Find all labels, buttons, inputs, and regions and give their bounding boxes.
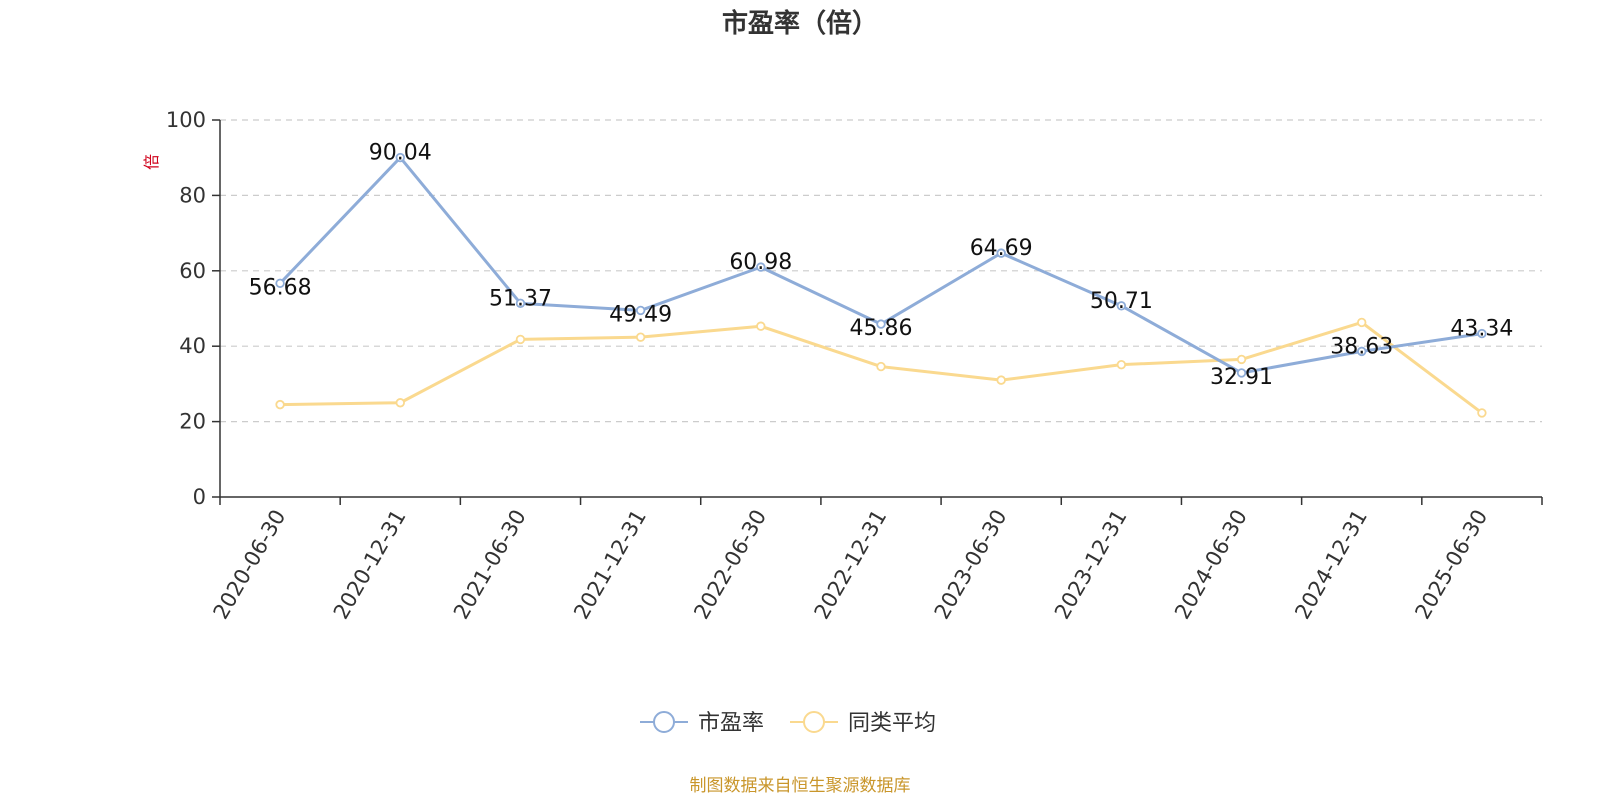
series-0-point[interactable]: [395, 152, 405, 163]
series-0-point[interactable]: [1116, 301, 1127, 311]
series-1-point[interactable]: [876, 361, 886, 372]
legend-circle-icon: [653, 711, 675, 733]
series-1-point[interactable]: [1236, 354, 1247, 365]
x-tick-label: 2023-12-31: [1050, 506, 1132, 624]
series-0-point[interactable]: [1357, 346, 1367, 357]
data-label: 49.49: [609, 302, 672, 327]
y-tick-label: 40: [179, 334, 206, 358]
series-0-point[interactable]: [635, 305, 646, 316]
legend: 市盈率 同类平均: [640, 711, 936, 736]
series-0-point[interactable]: [275, 278, 285, 289]
chart-title: 市盈率（倍）: [722, 8, 878, 39]
x-tick-label: 2023-06-30: [930, 506, 1012, 624]
series-1-point[interactable]: [1357, 317, 1367, 328]
y-axis-unit-label: 倍: [142, 154, 161, 170]
series-1-point[interactable]: [395, 398, 405, 408]
data-label: 50.71: [1090, 289, 1153, 314]
data-label: 45.86: [850, 316, 913, 341]
x-tick-label: 2020-06-30: [209, 506, 291, 624]
series-1-point[interactable]: [515, 334, 526, 345]
y-tick-label: 20: [179, 410, 206, 434]
series-1-point[interactable]: [756, 321, 766, 331]
x-tick-label: 2020-12-31: [329, 505, 411, 623]
legend-item-0[interactable]: 市盈率: [640, 711, 764, 736]
series-0-point[interactable]: [876, 319, 886, 329]
data-label: 32.91: [1210, 365, 1273, 390]
x-tick-label: 2021-06-30: [449, 506, 531, 624]
x-tick-label: 2024-12-31: [1290, 506, 1372, 624]
series-0-point[interactable]: [1236, 368, 1247, 378]
x-tick-label: 2022-06-30: [689, 506, 771, 624]
legend-item-1[interactable]: 同类平均: [790, 711, 936, 736]
data-labels: 56.68 90.04 51.37 49.49 60.98 45.86 64.69 50.71…: [249, 141, 1514, 390]
x-tick-label: 2024-06-30: [1170, 506, 1252, 624]
series-1-point[interactable]: [1477, 408, 1487, 418]
series-lines: [275, 152, 1487, 418]
x-tick-label: 2021-12-31: [569, 506, 651, 624]
series-0-point[interactable]: [1477, 328, 1487, 339]
y-tick-label: 60: [179, 259, 206, 283]
series-1-point[interactable]: [1116, 359, 1127, 370]
data-source-note: 制图数据来自恒生聚源数据库: [690, 776, 911, 796]
data-label: 60.98: [729, 250, 792, 275]
data-label: 56.68: [249, 275, 312, 300]
data-label: 43.34: [1450, 317, 1513, 342]
y-tick-label: 0: [193, 485, 206, 509]
y-tick-label: 100: [166, 108, 206, 132]
series-1-point[interactable]: [996, 375, 1006, 385]
data-label: 51.37: [489, 286, 552, 311]
legend-circle-icon: [803, 711, 825, 733]
series-1-point[interactable]: [635, 332, 646, 342]
grid-lines: [220, 119, 1542, 423]
legend-label: 市盈率: [698, 711, 764, 736]
y-tick-label: 80: [179, 183, 206, 207]
series-0-point[interactable]: [996, 248, 1006, 258]
series-1-point[interactable]: [275, 399, 285, 410]
x-tick-label: 2025-06-30: [1410, 506, 1492, 624]
x-tick-label: 2022-12-31: [810, 506, 892, 624]
series-0-point[interactable]: [515, 298, 526, 309]
data-label: 38.63: [1330, 334, 1393, 359]
legend-label: 同类平均: [848, 711, 936, 736]
series-0-point[interactable]: [756, 262, 766, 272]
data-label: 90.04: [369, 141, 432, 166]
data-label: 64.69: [970, 236, 1033, 261]
